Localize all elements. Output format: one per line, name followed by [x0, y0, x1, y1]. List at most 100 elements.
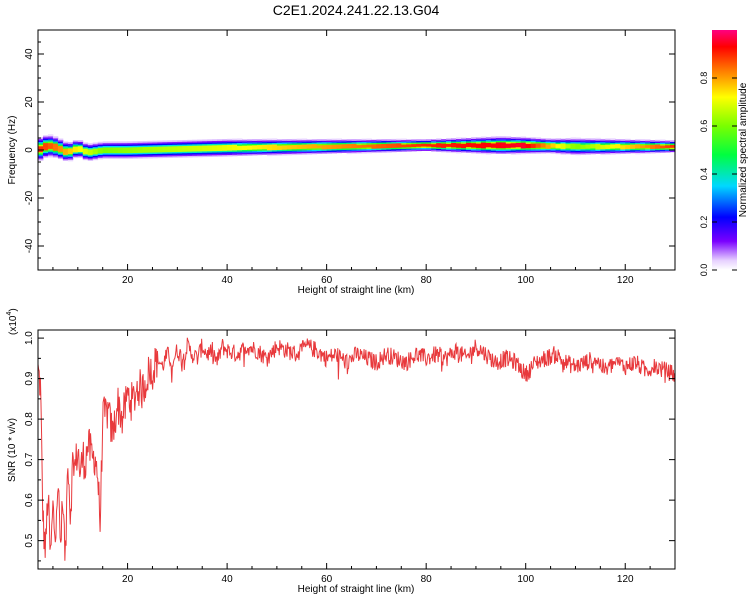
spectrogram-cell — [640, 150, 646, 153]
spectrogram-cell — [142, 149, 148, 152]
spectrogram-cell — [515, 145, 522, 148]
spectrogram-cell — [122, 154, 128, 157]
spectrogram-cell — [227, 141, 233, 144]
spectrogram-cell — [505, 143, 512, 146]
spectrogram-cell — [202, 140, 208, 143]
snr-y-tick-label: 0.5 — [24, 533, 35, 547]
spectrogram-cell — [630, 141, 636, 144]
spectrogram-cell — [485, 136, 492, 139]
spectrogram-cell — [222, 147, 228, 150]
spectrogram-cell — [495, 136, 502, 139]
spectrogram-cell — [92, 149, 99, 152]
spectrogram-cell — [38, 158, 44, 161]
spectrogram-cell — [525, 150, 532, 153]
spectrogram-cell — [42, 147, 49, 149]
spectrogram-cell — [306, 146, 313, 149]
spectrogram-cell — [157, 156, 163, 159]
spectrogram-cell — [470, 148, 477, 151]
spectrogram-cell — [660, 143, 666, 146]
spectrogram-cell — [401, 139, 407, 142]
spectrogram-cell — [192, 152, 198, 155]
spectrogram-cell — [232, 144, 238, 147]
spectrogram-cell — [242, 154, 248, 156]
spectrogram-cell — [187, 139, 193, 142]
spectrogram-cell — [87, 150, 94, 153]
spectrogram-cell — [276, 151, 283, 153]
spectrogram-cell — [615, 146, 621, 149]
spectrogram-cell — [411, 145, 417, 147]
spectrogram-cell — [381, 150, 387, 153]
spectrogram-y-tick-label: -20 — [24, 190, 35, 205]
spectrogram-cell — [157, 143, 163, 146]
spectrogram-cell — [575, 147, 581, 150]
snr-frame — [37, 329, 676, 570]
spectrogram-cell — [530, 150, 537, 153]
spectrogram-cell — [107, 155, 114, 158]
spectrogram-cell — [316, 152, 323, 154]
spectrogram-cell — [117, 155, 124, 158]
spectrogram-cell — [670, 146, 675, 148]
spectrogram-cell — [57, 142, 64, 145]
spectrogram-cell — [620, 139, 626, 141]
spectrogram-cell — [132, 144, 138, 146]
spectrogram-cell — [630, 142, 636, 145]
snr-y-tick-label: 0.7 — [24, 452, 35, 466]
spectrogram-cell — [520, 136, 527, 139]
spectrogram-cell — [580, 147, 586, 150]
spectrogram-cell — [67, 148, 74, 150]
spectrogram-cell — [331, 145, 337, 148]
spectrogram-cell — [480, 140, 487, 143]
spectrogram-cell — [217, 152, 223, 154]
spectrogram-cell — [665, 144, 671, 147]
spectrogram-cell — [595, 147, 601, 150]
spectrogram-cell — [620, 152, 626, 154]
spectrogram-cell — [530, 137, 537, 140]
spectrogram-cell — [52, 140, 59, 143]
spectrogram-cell — [515, 136, 522, 139]
spectrogram-cell — [421, 149, 427, 151]
spectrogram-cell — [326, 141, 333, 144]
spectrogram-cell — [47, 155, 54, 158]
snr-x-tick-label: 80 — [421, 574, 433, 585]
spectrogram-cell — [540, 147, 547, 150]
spectrogram-cell — [640, 145, 646, 147]
spectrogram-cell — [635, 139, 641, 142]
spectrogram-cell — [505, 150, 512, 153]
spectrogram-cell — [281, 150, 288, 153]
spectrogram-cell — [251, 147, 258, 150]
spectrogram-cell — [456, 138, 462, 141]
spectrogram-cell — [351, 139, 357, 141]
spectrogram-cell — [565, 148, 571, 150]
spectrogram-cell — [356, 139, 362, 141]
spectrogram-cell — [207, 155, 213, 157]
spectrogram-x-tick-label: 120 — [617, 275, 634, 286]
spectrogram-cell — [256, 143, 263, 146]
spectrogram-cell — [237, 149, 243, 152]
spectrogram-cell — [52, 137, 59, 140]
spectrogram-cell — [286, 139, 293, 141]
spectrogram-cell — [456, 140, 462, 142]
spectrogram-cell — [520, 138, 527, 140]
spectrogram-cell — [615, 149, 621, 152]
spectrogram-cell — [600, 146, 606, 148]
spectrogram-cell — [475, 140, 482, 143]
spectrogram-cell — [485, 151, 492, 154]
spectrogram-cell — [47, 141, 54, 144]
snr-background — [38, 330, 675, 569]
spectrogram-cell — [510, 153, 517, 155]
spectrogram-cell — [495, 149, 502, 152]
spectrogram-cell — [212, 142, 218, 144]
spectrogram-cell — [565, 151, 571, 153]
spectrogram-cell — [286, 146, 293, 149]
spectrogram-cell — [207, 146, 213, 149]
spectrogram-cell — [192, 142, 198, 145]
spectrogram-cell — [495, 143, 502, 146]
spectrogram-cell — [465, 142, 472, 145]
spectrogram-cell — [102, 145, 109, 148]
spectrogram-cell — [336, 139, 342, 142]
spectrogram-cell — [635, 143, 641, 146]
spectrogram-cell — [197, 154, 203, 156]
spectrogram-cell — [187, 141, 193, 144]
spectrogram-cell — [212, 147, 218, 150]
